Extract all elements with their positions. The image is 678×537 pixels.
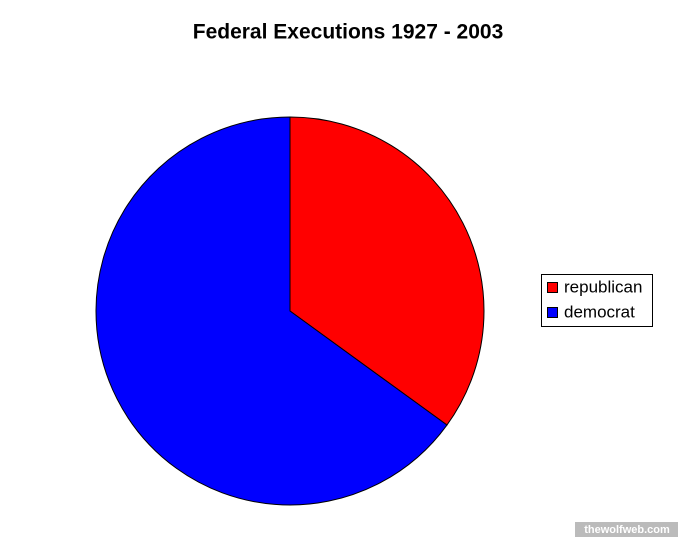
legend-label: republican <box>564 277 642 296</box>
legend-label: democrat <box>564 302 635 321</box>
watermark: thewolfweb.com <box>584 524 670 536</box>
legend-swatch <box>547 307 558 318</box>
pie-slice <box>95 116 448 506</box>
pie-slice <box>289 116 485 426</box>
watermark-bg <box>575 522 678 537</box>
legend-box <box>541 274 653 327</box>
legend-swatch <box>547 282 558 293</box>
chart-title: Federal Executions 1927 - 2003 <box>193 21 504 44</box>
